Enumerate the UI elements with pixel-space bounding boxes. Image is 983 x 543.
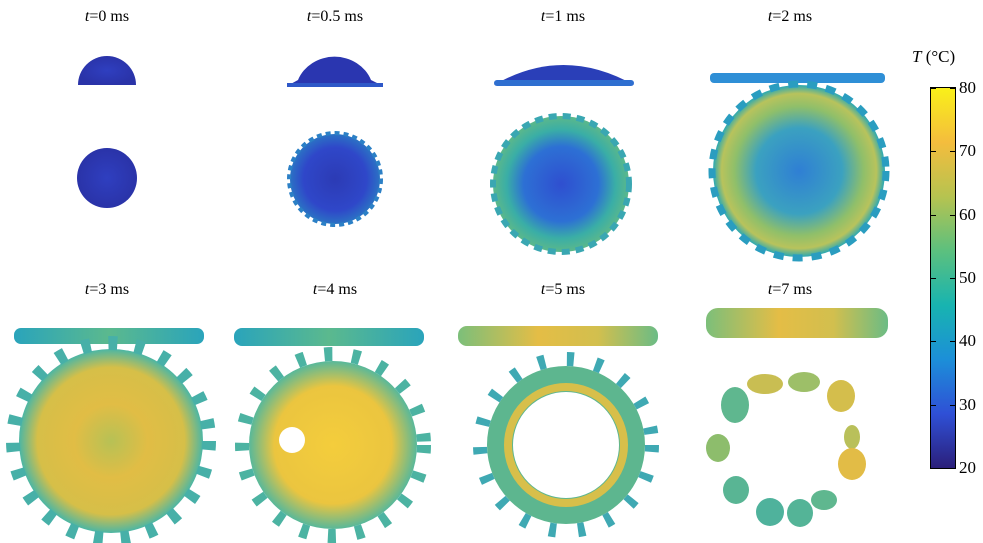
frame-0-top-view bbox=[77, 148, 137, 208]
frame-5-top-view bbox=[235, 347, 431, 543]
colorbar-tick-mark bbox=[950, 88, 955, 89]
colorbar-title: T (°C) bbox=[912, 47, 956, 66]
frame-label-1: t=0.5 ms bbox=[306, 8, 364, 25]
droplet-images bbox=[6, 56, 890, 543]
frame-0-side-view bbox=[78, 56, 136, 85]
colorbar-tick-label: 50 bbox=[959, 268, 976, 287]
colorbar-tick-label: 80 bbox=[959, 78, 976, 97]
colorbar-tick-label: 60 bbox=[959, 205, 976, 224]
colorbar-tick-mark bbox=[931, 278, 936, 279]
frame-label-0: t=0 ms bbox=[84, 8, 130, 25]
frame-6-side-view bbox=[458, 326, 658, 346]
frame-4-top-view bbox=[6, 336, 216, 543]
frame-label-3: t=2 ms bbox=[767, 8, 813, 25]
frame-3-side-view bbox=[710, 73, 885, 83]
frame-label-6: t=5 ms bbox=[540, 281, 586, 298]
colorbar-tick-mark bbox=[950, 405, 955, 406]
frame-label-2: t=1 ms bbox=[540, 8, 586, 25]
frame-1-side-view bbox=[287, 56, 383, 87]
frame-2-top-view bbox=[490, 113, 632, 255]
frame-label-7: t=7 ms bbox=[767, 281, 813, 298]
frame-7-side-view bbox=[706, 308, 888, 338]
frame-label-5: t=4 ms bbox=[312, 281, 358, 298]
frame-5-side-view bbox=[234, 328, 424, 346]
frame-7-top-view bbox=[706, 372, 866, 527]
colorbar-tick-mark bbox=[950, 468, 955, 469]
frame-4-side-view bbox=[14, 328, 204, 344]
frame-label-4: t=3 ms bbox=[84, 281, 130, 298]
colorbar-tick-mark bbox=[931, 468, 936, 469]
colorbar-tick-mark bbox=[950, 341, 955, 342]
colorbar-tick-label: 40 bbox=[959, 331, 976, 350]
colorbar-tick-mark bbox=[931, 151, 936, 152]
colorbar-tick-label: 30 bbox=[959, 395, 976, 414]
colorbar-tick-label: 20 bbox=[959, 458, 976, 477]
colorbar-tick-mark bbox=[931, 215, 936, 216]
colorbar-tick-mark bbox=[931, 405, 936, 406]
colorbar-tick-mark bbox=[931, 341, 936, 342]
frame-1-top-view bbox=[287, 131, 383, 227]
colorbar-tick-mark bbox=[931, 88, 936, 89]
colorbar-tick-mark bbox=[950, 215, 955, 216]
colorbar-tick-label: 70 bbox=[959, 141, 976, 160]
colorbar-tick-mark bbox=[950, 151, 955, 152]
frame-2-side-view bbox=[494, 65, 634, 86]
frame-6-top-view bbox=[473, 352, 659, 538]
frame-3-top-view bbox=[708, 80, 890, 262]
colorbar-tick-mark bbox=[950, 278, 955, 279]
